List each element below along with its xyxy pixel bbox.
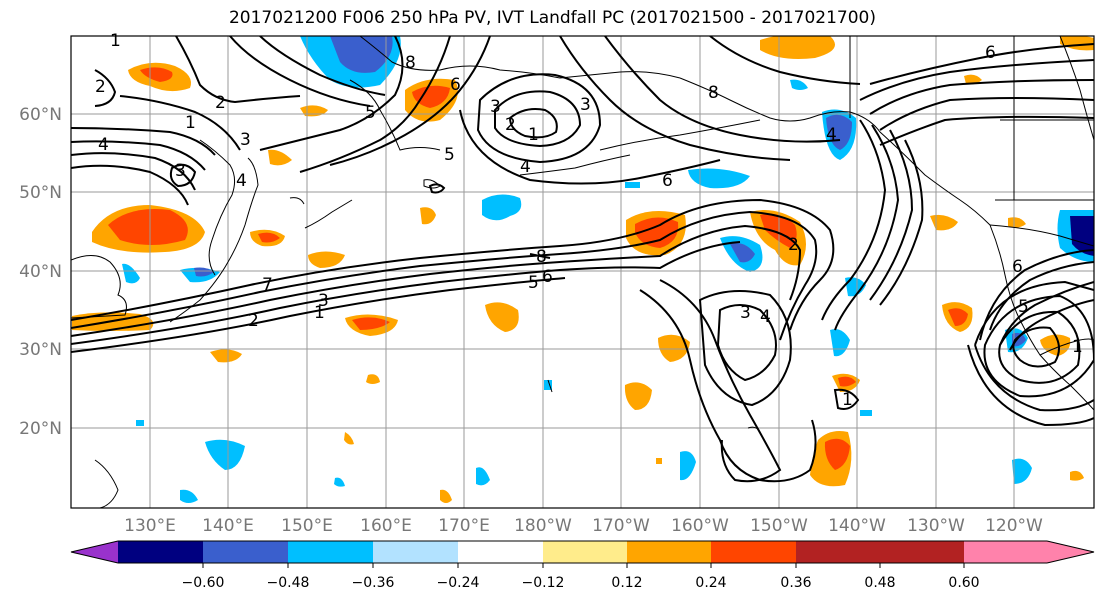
contour-label: 3	[175, 161, 186, 181]
contour-label: 1	[842, 390, 853, 410]
contour-label: 5	[1018, 297, 1029, 317]
lon-label: 120°W	[985, 516, 1043, 536]
contour-label: 1	[528, 125, 539, 145]
contour-label: 3	[318, 291, 329, 311]
colorbar-tick-label: 0.60	[948, 575, 979, 591]
lat-label: 50°N	[19, 183, 62, 203]
lat-label: 30°N	[19, 340, 62, 360]
colorbar-segment	[796, 541, 880, 563]
lon-label: 140°E	[202, 516, 254, 536]
colorbar-tick-label: −0.36	[352, 575, 395, 591]
colorbar-segment	[373, 541, 458, 563]
lon-label: 150°E	[281, 516, 333, 536]
contour-label: 4	[760, 307, 771, 327]
colorbar-segment	[711, 541, 796, 563]
colorbar-segment	[458, 541, 543, 563]
contour-label: 1	[110, 31, 121, 51]
lon-label: 180°W	[514, 516, 572, 536]
contour-label: 6	[662, 171, 673, 191]
lat-label: 60°N	[19, 105, 62, 125]
colorbar-tick-label: −0.60	[182, 575, 225, 591]
colorbar-tick-label: 0.48	[864, 575, 895, 591]
lon-label: 130°E	[124, 516, 176, 536]
map-title: 2017021200 F006 250 hPa PV, IVT Landfall…	[228, 8, 876, 28]
latitude-labels: 60°N 50°N 40°N 30°N 20°N	[19, 105, 62, 439]
contour-label: 6	[985, 43, 996, 63]
lon-label: 160°E	[360, 516, 412, 536]
contour-label: 4	[520, 157, 531, 177]
lon-label: 150°W	[750, 516, 808, 536]
colorbar-tick-label: 0.24	[695, 575, 726, 591]
contour-label: 1	[185, 113, 196, 133]
colorbar-segment	[627, 541, 711, 563]
colorbar-segment	[203, 541, 288, 563]
lat-label: 20°N	[19, 419, 62, 439]
contour-label: 1	[314, 303, 325, 323]
contour-label: 3	[240, 130, 251, 150]
contour-labels: 1 2 1 4 3 2 3 4 8 5 6 3 2 1 3 5 4 6 8 6 …	[95, 31, 1083, 410]
lon-label: 130°W	[907, 516, 965, 536]
pv-contours	[71, 36, 1094, 483]
contour-label: 7	[262, 275, 273, 295]
contour-label: 3	[580, 95, 591, 115]
map-frame	[70, 35, 1095, 509]
negative-anomaly-shading	[122, 36, 1094, 503]
contour-label: 3	[490, 97, 501, 117]
contour-label: 3	[740, 303, 751, 323]
lat-label: 40°N	[19, 262, 62, 282]
contour-label: 6	[1012, 257, 1023, 277]
colorbar-tick-label: −0.12	[522, 575, 565, 591]
contour-label: 2	[95, 77, 106, 97]
colorbar-segment	[543, 541, 627, 563]
contour-label: 4	[236, 171, 247, 191]
colorbar-min-extend	[71, 541, 118, 563]
lat-lon-grid	[71, 36, 1094, 508]
lon-label: 140°W	[828, 516, 886, 536]
colorbar-tick-label: 0.36	[780, 575, 811, 591]
colorbar-segment	[118, 541, 203, 563]
contour-label: 2	[248, 311, 259, 331]
contour-label: 5	[528, 273, 539, 293]
contour-label: 6	[450, 75, 461, 95]
colorbar-tick-label: −0.48	[267, 575, 310, 591]
contour-label: 8	[536, 247, 547, 267]
colorbar: −0.60 −0.48 −0.36 −0.24 −0.12 0.12 0.24 …	[70, 540, 1095, 591]
longitude-labels: 130°E 140°E 150°E 160°E 170°E 180°W 170°…	[124, 516, 1043, 536]
colorbar-tick-label: −0.24	[437, 575, 480, 591]
contour-label: 2	[505, 115, 516, 135]
map-background	[71, 36, 1094, 508]
colorbar-segment	[288, 541, 373, 563]
contour-label: 1	[1072, 337, 1083, 357]
colorbar-tick-label: 0.12	[611, 575, 642, 591]
contour-label: 8	[405, 53, 416, 73]
lon-label: 170°E	[438, 516, 490, 536]
contour-label: 4	[826, 125, 837, 145]
contour-label: 2	[215, 93, 226, 113]
lon-label: 160°W	[671, 516, 729, 536]
contour-label: 5	[444, 145, 455, 165]
coastlines	[71, 36, 1094, 508]
map-content	[71, 36, 1094, 508]
contour-label: 5	[365, 103, 376, 123]
contour-label: 6	[542, 267, 553, 287]
contour-label: 4	[98, 135, 109, 155]
lon-label: 170°W	[592, 516, 650, 536]
colorbar-segment	[880, 541, 964, 563]
contour-label: 2	[788, 235, 799, 255]
contour-label: 8	[708, 83, 719, 103]
